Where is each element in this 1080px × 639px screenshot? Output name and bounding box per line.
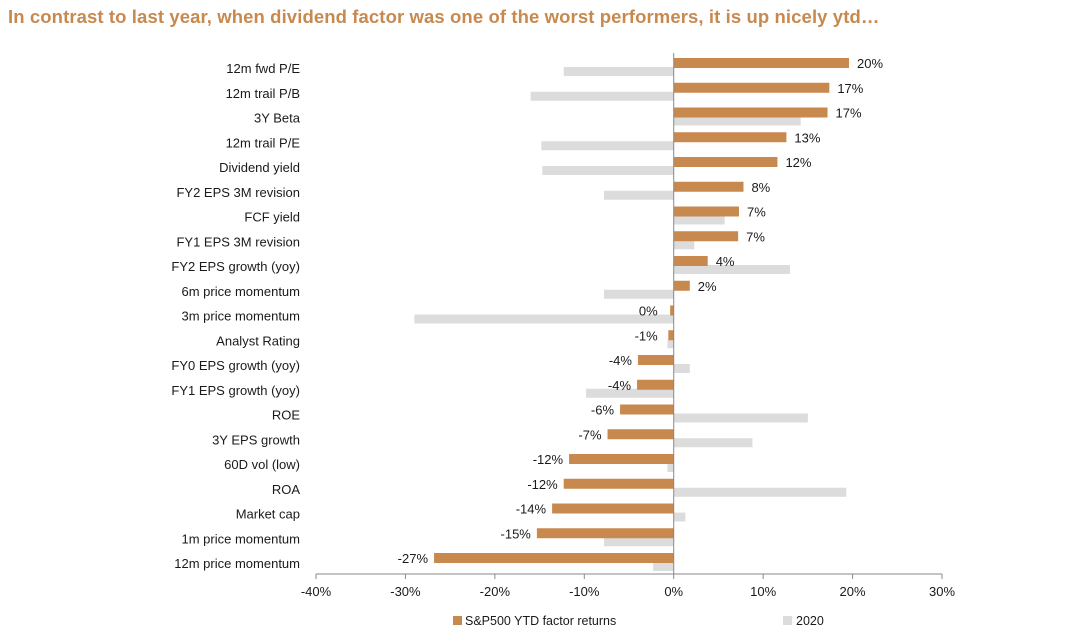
data-label-3y-eps-growth: -7% <box>578 427 602 442</box>
bar-2020-6m-price-momentum <box>603 289 674 299</box>
category-label-dividend-yield: Dividend yield <box>219 160 300 175</box>
bar-ytd-roa <box>563 478 674 489</box>
bar-ytd-analyst-rating <box>668 330 674 341</box>
bar-2020-fy1-eps-3m-revision <box>673 240 695 250</box>
bar-2020-fcf-yield <box>673 215 725 225</box>
bar-2020-fy2-eps-3m-revision <box>603 190 674 200</box>
bar-ytd-1m-price-momentum <box>536 528 674 539</box>
bar-2020-1m-price-momentum <box>603 537 674 547</box>
bar-ytd-fcf-yield <box>673 206 739 217</box>
bar-ytd-fy2-eps-growth-yoy <box>673 256 708 266</box>
data-label-fy1-eps-growth-yoy: -4% <box>608 378 632 393</box>
category-label-1m-price-momentum: 1m price momentum <box>182 531 300 546</box>
bar-ytd-fy1-eps-3m-revision <box>673 231 739 242</box>
bar-ytd-3y-eps-growth <box>607 429 674 440</box>
x-tick-label: -40% <box>301 584 332 599</box>
bar-2020-3y-eps-growth <box>673 438 753 448</box>
data-label-12m-price-momentum: -27% <box>398 551 429 566</box>
bar-ytd-fy0-eps-growth-yoy <box>637 355 674 365</box>
bar-ytd-fy2-eps-3m-revision <box>673 181 744 192</box>
category-label-12m-trail-p-e: 12m trail P/E <box>226 135 301 150</box>
bar-2020-roa <box>673 487 847 497</box>
bar-2020-roe <box>673 413 808 423</box>
category-label-roa: ROA <box>272 482 301 497</box>
bar-2020-analyst-rating <box>667 339 674 349</box>
bar-2020-12m-trail-p-b <box>530 91 674 101</box>
bar-2020-fy0-eps-growth-yoy <box>673 364 690 373</box>
category-label-12m-price-momentum: 12m price momentum <box>174 556 300 571</box>
data-label-dividend-yield: 12% <box>785 155 811 170</box>
legend-swatch-2020 <box>783 616 792 625</box>
bar-ytd-6m-price-momentum <box>673 280 690 291</box>
category-label-fy0-eps-growth-yoy: FY0 EPS growth (yoy) <box>171 358 300 373</box>
bar-ytd-12m-fwd-p-e <box>673 58 849 68</box>
data-label-market-cap: -14% <box>516 502 547 517</box>
data-label-roe: -6% <box>591 403 615 418</box>
bar-2020-dividend-yield <box>542 166 674 175</box>
bar-ytd-roe <box>620 404 674 415</box>
category-label-fy2-eps-growth-yoy: FY2 EPS growth (yoy) <box>171 259 300 274</box>
chart-headline: In contrast to last year, when dividend … <box>8 6 880 27</box>
data-label-3y-beta: 17% <box>836 106 862 121</box>
category-label-60d-vol-low: 60D vol (low) <box>224 457 300 472</box>
bar-2020-fy1-eps-growth-yoy <box>586 388 674 398</box>
data-label-fy2-eps-growth-yoy: 4% <box>716 254 735 269</box>
data-label-60d-vol-low: -12% <box>533 452 564 467</box>
bar-ytd-fy1-eps-growth-yoy <box>637 379 674 390</box>
category-label-12m-trail-p-b: 12m trail P/B <box>226 86 300 101</box>
x-tick-label: 30% <box>929 584 955 599</box>
category-label-12m-fwd-p-e: 12m fwd P/E <box>226 61 300 76</box>
category-label-market-cap: Market cap <box>236 507 300 522</box>
data-label-12m-fwd-p-e: 20% <box>857 56 883 71</box>
legend-label-2020: 2020 <box>796 614 824 628</box>
bar-2020-12m-trail-p-e <box>541 141 674 151</box>
bar-ytd-3m-price-momentum <box>670 305 674 316</box>
bar-ytd-12m-trail-p-b <box>673 82 830 93</box>
data-label-analyst-rating: -1% <box>635 328 659 343</box>
data-label-fy2-eps-3m-revision: 8% <box>751 180 770 195</box>
bar-ytd-60d-vol-low <box>569 454 674 464</box>
bar-2020-12m-price-momentum <box>653 562 674 571</box>
bar-ytd-3y-beta <box>673 107 828 118</box>
bar-2020-3y-beta <box>673 116 801 126</box>
bar-ytd-12m-price-momentum <box>434 553 674 563</box>
x-tick-label: -30% <box>390 584 421 599</box>
category-label-fy1-eps-3m-revision: FY1 EPS 3M revision <box>176 234 300 249</box>
legend-swatch-ytd <box>453 616 462 625</box>
bar-2020-fy2-eps-growth-yoy <box>673 265 790 274</box>
x-tick-label: -20% <box>480 584 511 599</box>
bar-ytd-dividend-yield <box>673 157 778 167</box>
category-label-analyst-rating: Analyst Rating <box>216 333 300 348</box>
category-label-fcf-yield: FCF yield <box>244 210 300 225</box>
data-label-1m-price-momentum: -15% <box>501 526 532 541</box>
category-label-3m-price-momentum: 3m price momentum <box>182 309 300 324</box>
data-label-fcf-yield: 7% <box>747 205 766 220</box>
data-label-3m-price-momentum: 0% <box>639 304 658 319</box>
category-label-3y-beta: 3Y Beta <box>254 111 301 126</box>
data-label-fy0-eps-growth-yoy: -4% <box>609 353 633 368</box>
category-label-6m-price-momentum: 6m price momentum <box>182 284 300 299</box>
bar-ytd-market-cap <box>552 503 674 514</box>
category-label-roe: ROE <box>272 408 301 423</box>
x-tick-label: 0% <box>664 584 683 599</box>
category-label-fy2-eps-3m-revision: FY2 EPS 3M revision <box>176 185 300 200</box>
legend-label-ytd: S&P500 YTD factor returns <box>465 614 616 628</box>
data-label-12m-trail-p-b: 17% <box>837 81 863 96</box>
bar-2020-3m-price-momentum <box>414 314 674 324</box>
x-tick-label: 10% <box>750 584 776 599</box>
bar-ytd-12m-trail-p-e <box>673 132 787 143</box>
data-label-12m-trail-p-e: 13% <box>794 130 820 145</box>
bar-2020-12m-fwd-p-e <box>563 67 674 76</box>
category-label-fy1-eps-growth-yoy: FY1 EPS growth (yoy) <box>171 383 300 398</box>
x-tick-label: -10% <box>569 584 600 599</box>
data-label-6m-price-momentum: 2% <box>698 279 717 294</box>
x-tick-label: 20% <box>840 584 866 599</box>
category-label-3y-eps-growth: 3Y EPS growth <box>212 432 300 447</box>
data-label-roa: -12% <box>527 477 558 492</box>
bar-2020-market-cap <box>673 512 686 522</box>
bar-2020-60d-vol-low <box>667 463 674 472</box>
data-label-fy1-eps-3m-revision: 7% <box>746 229 765 244</box>
